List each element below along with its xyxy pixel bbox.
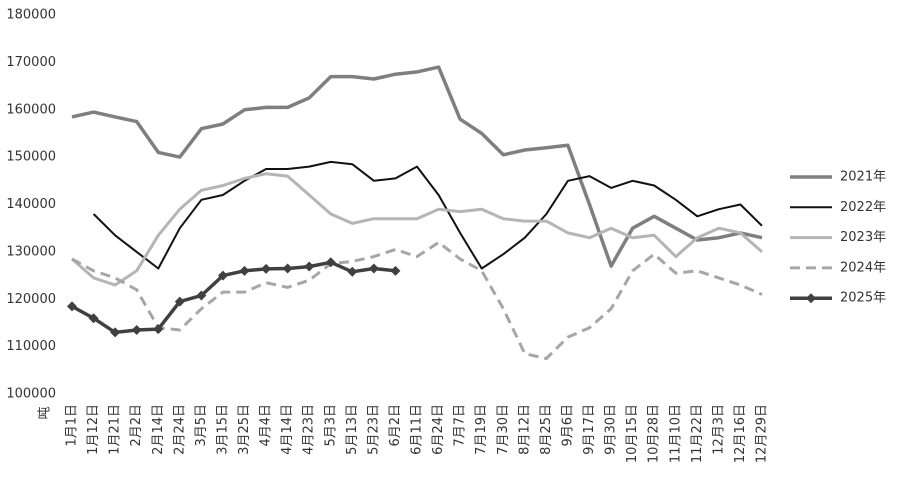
x-tick-label: 11月10日 (668, 404, 683, 463)
series-marker (110, 327, 121, 338)
series-marker (153, 324, 164, 335)
series-marker (174, 296, 185, 307)
y-tick-label: 130000 (6, 244, 56, 259)
x-tick-label: 7月19日 (474, 404, 489, 455)
series-marker (217, 270, 228, 281)
series-marker (325, 257, 336, 268)
x-tick-label: 12月3日 (711, 404, 726, 455)
y-tick-label: 180000 (6, 8, 56, 23)
x-tick-label: 1月21日 (108, 404, 123, 455)
y-tick-label: 160000 (6, 102, 56, 117)
x-tick-label: 8月12日 (517, 404, 532, 455)
series-marker (368, 263, 379, 274)
legend-marker (806, 293, 816, 304)
x-tick-label: 5月23日 (366, 404, 381, 455)
series-marker (390, 265, 401, 276)
x-tick-label: 3月15日 (215, 404, 230, 455)
x-tick-label: 5月13日 (345, 404, 360, 455)
x-tick-label: 9月30日 (604, 404, 619, 455)
x-tick-label: 3月25日 (237, 404, 252, 455)
y-tick-label: 140000 (6, 197, 56, 212)
legend-label: 2021年 (840, 170, 886, 185)
legend-label: 2025年 (840, 291, 886, 306)
x-tick-label: 11月22日 (690, 404, 705, 463)
y-tick-label: 120000 (6, 292, 56, 307)
series-line (71, 172, 763, 287)
x-tick-label: 7月30日 (496, 404, 511, 455)
x-tick-label: 1月1日 (65, 404, 80, 447)
series-marker (304, 261, 315, 272)
series-line (71, 65, 763, 268)
y-tick-label: 110000 (6, 339, 56, 354)
series-line (71, 260, 396, 335)
series-line (92, 160, 763, 270)
legend-label: 2024年 (840, 260, 886, 275)
x-tick-label: 4月14日 (280, 404, 295, 455)
x-tick-label: 4月23日 (302, 404, 317, 455)
x-tick-label: 9月17日 (582, 404, 597, 455)
x-tick-label: 12月16日 (733, 404, 748, 463)
series-marker (239, 265, 250, 276)
x-tick-label: 3月5日 (194, 404, 209, 447)
x-tick-label: 4月4日 (259, 404, 274, 447)
x-tick-label: 6月24日 (431, 404, 446, 455)
series-marker (88, 313, 99, 324)
x-tick-label: 6月2日 (388, 404, 403, 447)
y-tick-label: 100000 (6, 387, 56, 402)
series-marker (347, 266, 358, 277)
x-tick-label: 9月6日 (560, 404, 575, 447)
x-tick-label: 1月12日 (86, 404, 101, 455)
x-tick-label: 2月14日 (151, 404, 166, 455)
x-tick-label: 2月24日 (172, 404, 187, 455)
series-marker (131, 325, 142, 336)
x-tick-label: 10月15日 (625, 404, 640, 463)
x-tick-label: 10月28日 (647, 404, 662, 463)
series-marker (196, 290, 207, 301)
legend-label: 2023年 (840, 230, 886, 245)
y-tick-label: 150000 (6, 150, 56, 165)
x-tick-label: 7月7日 (453, 404, 468, 447)
series-marker (261, 263, 272, 274)
y-tick-label: 170000 (6, 55, 56, 70)
x-tick-label: 2月2日 (129, 404, 144, 447)
series-marker (282, 263, 293, 274)
series-line (71, 240, 763, 360)
x-tick-label: 12月29日 (755, 404, 770, 463)
y-axis-label: 吨 (38, 406, 53, 419)
x-tick-label: 6月11日 (410, 404, 425, 455)
x-tick-label: 8月25日 (539, 404, 554, 455)
series-marker (67, 301, 77, 312)
legend-label: 2022年 (840, 200, 886, 215)
x-tick-label: 5月3日 (323, 404, 338, 447)
